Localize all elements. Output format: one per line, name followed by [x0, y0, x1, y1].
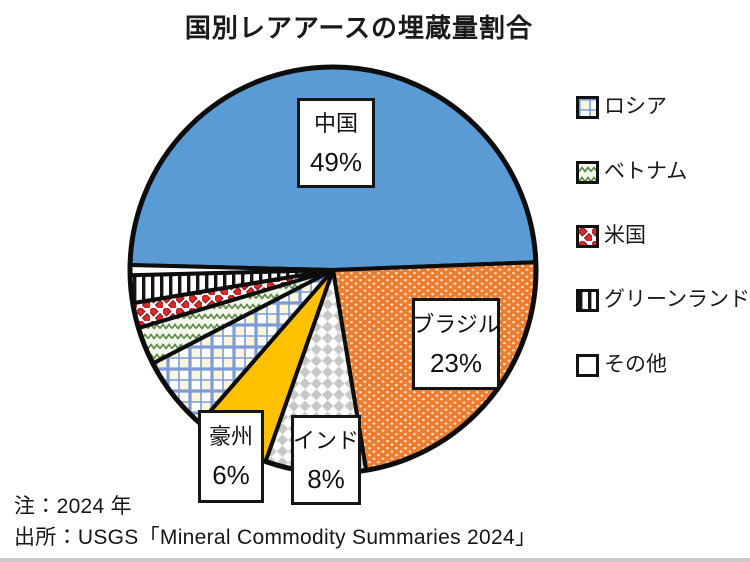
legend-item-usa: 米国: [576, 224, 646, 248]
legend-swatch-greenland-icon: [576, 288, 599, 312]
label-india-percent: 8%: [307, 463, 345, 494]
legend-label-russia: ロシア: [604, 95, 667, 118]
legend-item-russia: ロシア: [576, 95, 667, 119]
legend-item-greenland: グリーンランド: [576, 288, 750, 312]
label-box-brazil: ブラジル 23%: [412, 298, 500, 390]
legend-item-vietnam: ベトナム: [576, 160, 687, 184]
legend-swatch-vietnam-icon: [576, 160, 599, 184]
note-year: 注：2024 年: [14, 495, 132, 518]
chart-title: 国別レアアースの埋蔵量割合: [184, 13, 534, 43]
legend-swatch-usa-icon: [576, 224, 599, 248]
label-brazil-percent: 23%: [429, 347, 483, 378]
legend-label-greenland: グリーンランド: [604, 288, 750, 311]
label-box-australia: 豪州 6%: [198, 410, 264, 503]
legend-swatch-other-icon: [576, 353, 599, 377]
legend-label-vietnam: ベトナム: [604, 160, 688, 183]
legend-swatch-russia-icon: [576, 95, 599, 119]
label-australia-percent: 6%: [212, 460, 250, 490]
label-box-india: インド 8%: [291, 415, 361, 505]
label-box-china: 中国 49%: [297, 98, 375, 188]
label-australia-name: 豪州: [208, 424, 253, 449]
legend-item-other: その他: [576, 353, 667, 377]
legend-label-usa: 米国: [604, 224, 646, 247]
label-china-percent: 49%: [309, 146, 363, 177]
page-bottom-edge: [0, 558, 750, 562]
note-source: 出所：USGS「Mineral Commodity Summaries 2024…: [14, 526, 537, 549]
label-china-name: 中国: [313, 110, 358, 136]
label-india-name: インド: [293, 427, 360, 453]
footnotes: 注：2024 年 出所：USGS「Mineral Commodity Summa…: [14, 491, 536, 553]
label-brazil-name: ブラジル: [412, 311, 500, 337]
legend-label-other: その他: [604, 353, 667, 376]
pie-chart: [127, 64, 539, 476]
